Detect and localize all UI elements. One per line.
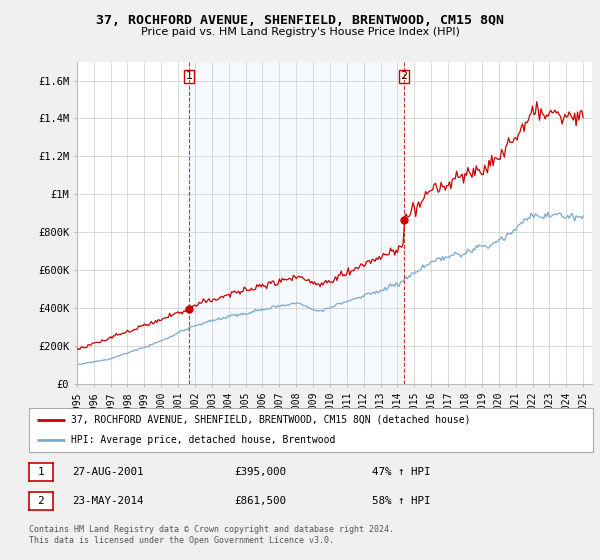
Text: 37, ROCHFORD AVENUE, SHENFIELD, BRENTWOOD, CM15 8QN: 37, ROCHFORD AVENUE, SHENFIELD, BRENTWOO… bbox=[96, 14, 504, 27]
Text: 27-AUG-2001: 27-AUG-2001 bbox=[72, 467, 143, 477]
Text: 58% ↑ HPI: 58% ↑ HPI bbox=[372, 496, 431, 506]
Text: Contains HM Land Registry data © Crown copyright and database right 2024.
This d: Contains HM Land Registry data © Crown c… bbox=[29, 525, 394, 545]
Text: £395,000: £395,000 bbox=[234, 467, 286, 477]
Text: £861,500: £861,500 bbox=[234, 496, 286, 506]
Text: 2: 2 bbox=[37, 496, 44, 506]
Text: 1: 1 bbox=[185, 71, 193, 81]
Bar bbox=[189, 62, 404, 384]
Text: 23-MAY-2014: 23-MAY-2014 bbox=[72, 496, 143, 506]
Text: Price paid vs. HM Land Registry's House Price Index (HPI): Price paid vs. HM Land Registry's House … bbox=[140, 27, 460, 37]
Text: HPI: Average price, detached house, Brentwood: HPI: Average price, detached house, Bren… bbox=[71, 435, 335, 445]
Text: 37, ROCHFORD AVENUE, SHENFIELD, BRENTWOOD, CM15 8QN (detached house): 37, ROCHFORD AVENUE, SHENFIELD, BRENTWOO… bbox=[71, 415, 470, 425]
Text: 2: 2 bbox=[401, 71, 407, 81]
Text: 1: 1 bbox=[37, 467, 44, 477]
Text: 47% ↑ HPI: 47% ↑ HPI bbox=[372, 467, 431, 477]
